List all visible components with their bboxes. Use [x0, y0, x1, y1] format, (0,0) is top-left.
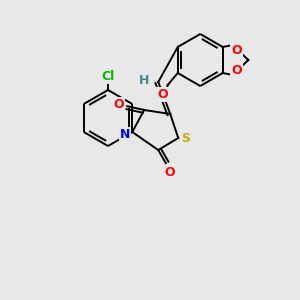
Text: O: O	[232, 64, 242, 76]
Text: O: O	[164, 166, 175, 178]
Text: O: O	[158, 88, 168, 100]
Text: S: S	[181, 131, 190, 145]
Text: O: O	[113, 98, 124, 110]
Text: N: N	[120, 128, 130, 140]
Text: O: O	[232, 44, 242, 56]
Text: H: H	[139, 74, 149, 86]
Text: Cl: Cl	[101, 70, 115, 83]
